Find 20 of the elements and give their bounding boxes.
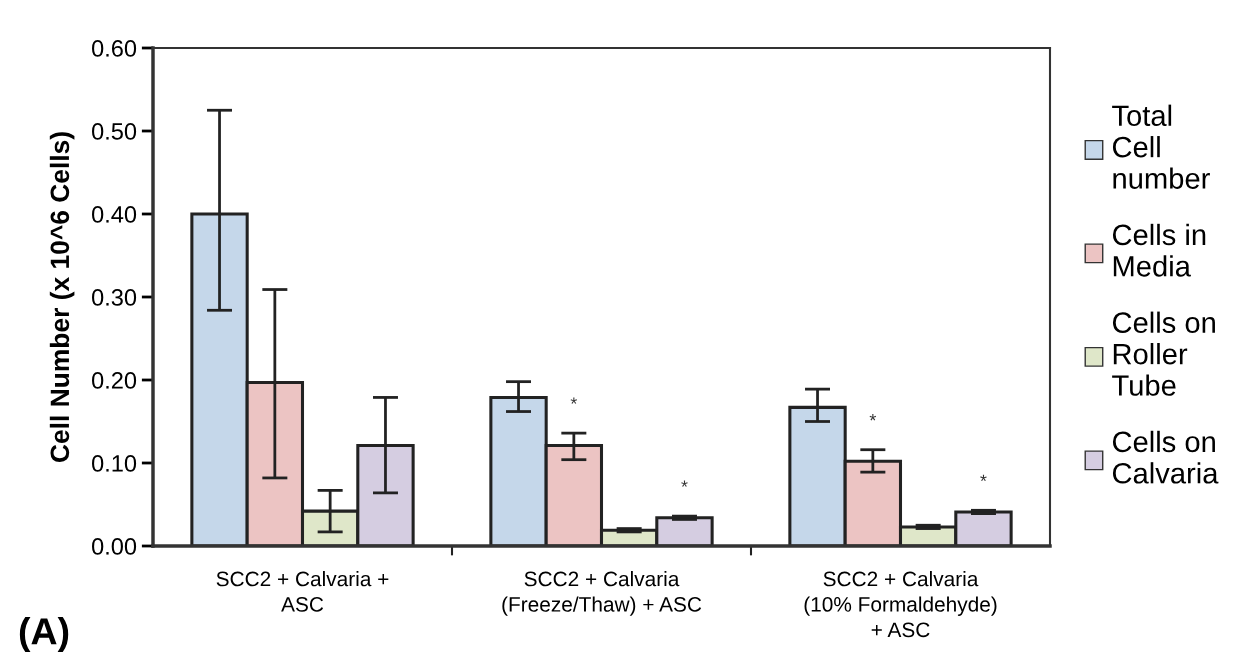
data-label: * <box>570 397 578 404</box>
y-tick-label: 0.60 <box>92 40 137 57</box>
data-label: * <box>980 474 987 482</box>
y-tick-label: 0.50 <box>92 123 137 140</box>
text: (A) <box>19 617 69 652</box>
y-axis-title: Cell Number (x 10^6 Cells) <box>49 132 75 462</box>
data-label: * <box>869 414 877 421</box>
x-tick-label: SCC2 + Calvaria (10% Formaldehyde) + ASC <box>804 571 997 638</box>
y-tick-label: 0.20 <box>92 372 137 389</box>
legend-label: Cells on Calvaria <box>1112 430 1219 484</box>
y-tick-label: 0.30 <box>92 289 137 306</box>
data-label: * <box>681 480 688 487</box>
legend-label: Cells on Roller Tube <box>1112 311 1215 396</box>
y-tick-label: 0.40 <box>92 206 137 223</box>
legend-label: Total Cell number <box>1112 104 1210 189</box>
legend-label: Cells in Media <box>1112 223 1206 277</box>
y-tick-label: 0.00 <box>92 538 137 555</box>
y-tick-label: 0.10 <box>92 455 137 472</box>
x-tick-label: SCC2 + Calvaria (Freeze/Thaw) + ASC <box>502 571 702 616</box>
x-tick-label: SCC2 + Calvaria + ASC <box>216 571 389 612</box>
